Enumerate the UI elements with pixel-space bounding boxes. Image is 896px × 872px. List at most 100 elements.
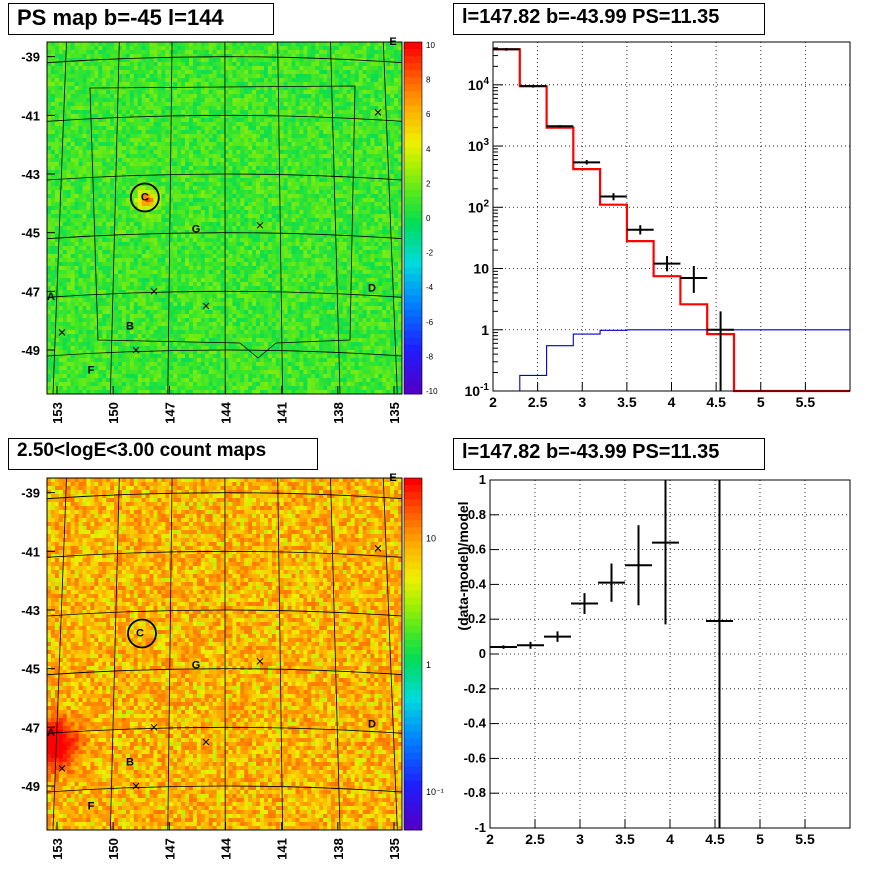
- heat-cell: [287, 234, 292, 239]
- heat-cell: [58, 94, 64, 99]
- heat-cell: [386, 182, 391, 187]
- heat-cell: [394, 90, 399, 95]
- heat-cell: [256, 238, 261, 243]
- heat-cell: [47, 126, 52, 131]
- heat-cell: [153, 130, 158, 135]
- heat-cell: [189, 86, 194, 91]
- heat-cell: [62, 46, 68, 51]
- heat-cell: [390, 46, 395, 51]
- heat-cell: [153, 254, 158, 259]
- heat-cell: [307, 230, 312, 235]
- heat-cell: [82, 146, 87, 151]
- heat-cell: [169, 138, 174, 143]
- heat-cell: [189, 142, 194, 147]
- heat-cell: [299, 238, 304, 243]
- heat-cell: [287, 254, 292, 259]
- heat-cell: [118, 58, 123, 63]
- heat-cell: [141, 98, 147, 103]
- heat-cell: [196, 182, 202, 187]
- heat-cell: [118, 242, 123, 247]
- heat-cell: [66, 62, 72, 67]
- heat-cell: [216, 54, 221, 59]
- heat-cell: [169, 158, 174, 163]
- heat-cell: [220, 142, 225, 147]
- heat-cell: [161, 66, 166, 71]
- heat-cell: [133, 86, 139, 91]
- heat-cell: [177, 102, 182, 107]
- heat-cell: [161, 166, 166, 171]
- heat-cell: [299, 82, 304, 87]
- heat-cell: [232, 174, 237, 179]
- heat-cell: [346, 186, 352, 191]
- heat-cell: [157, 162, 162, 167]
- heat-cell: [82, 122, 87, 127]
- heat-cell: [315, 70, 320, 75]
- heat-cell: [212, 174, 218, 179]
- heat-cell: [248, 146, 253, 151]
- heat-cell: [354, 146, 360, 151]
- heat-cell: [295, 230, 300, 235]
- heat-cell: [137, 126, 143, 131]
- heat-cell: [78, 150, 83, 155]
- heat-cell: [287, 174, 292, 179]
- heat-cell: [212, 230, 218, 235]
- heat-cell: [307, 98, 312, 103]
- heat-cell: [252, 54, 257, 59]
- heat-cell: [291, 134, 296, 139]
- heat-cell: [370, 46, 375, 51]
- heat-cell: [137, 174, 143, 179]
- heat-cell: [334, 74, 340, 79]
- heat-cell: [157, 86, 162, 91]
- heat-cell: [204, 142, 210, 147]
- heat-cell: [86, 186, 91, 191]
- heat-cell: [220, 238, 225, 243]
- heat-cell: [378, 114, 383, 119]
- heat-cell: [161, 74, 166, 79]
- heat-cell: [62, 66, 68, 71]
- heat-cell: [334, 62, 340, 67]
- heat-cell: [311, 146, 316, 151]
- heat-cell: [224, 106, 229, 111]
- heat-cell: [354, 118, 360, 123]
- heat-cell: [327, 202, 332, 207]
- heat-cell: [66, 258, 72, 263]
- heat-cell: [82, 214, 87, 219]
- heat-cell: [177, 246, 182, 251]
- heat-cell: [260, 194, 265, 199]
- heat-cell: [173, 102, 178, 107]
- heat-cell: [78, 234, 83, 239]
- heat-cell: [129, 170, 135, 175]
- heat-cell: [382, 110, 387, 115]
- heat-cell: [260, 182, 265, 187]
- heat-cell: [323, 142, 328, 147]
- heat-cell: [378, 82, 383, 87]
- heat-cell: [279, 222, 285, 227]
- heat-cell: [181, 194, 186, 199]
- heat-cell: [212, 262, 218, 267]
- heat-cell: [232, 234, 237, 239]
- heat-cell: [189, 226, 194, 231]
- heat-cell: [129, 70, 135, 75]
- heat-cell: [390, 66, 395, 71]
- heat-cell: [173, 222, 178, 227]
- heat-cell: [240, 174, 245, 179]
- heat-cell: [248, 58, 253, 63]
- heat-cell: [346, 162, 352, 167]
- heat-cell: [350, 130, 356, 135]
- heat-cell: [303, 250, 308, 255]
- heat-cell: [240, 154, 245, 159]
- heat-cell: [267, 146, 273, 151]
- heat-cell: [161, 238, 166, 243]
- heat-cell: [58, 238, 64, 243]
- heat-cell: [323, 230, 328, 235]
- heat-cell: [327, 70, 332, 75]
- heat-cell: [50, 198, 56, 203]
- heat-cell: [346, 114, 352, 119]
- heat-cell: [114, 54, 119, 59]
- heat-cell: [50, 242, 56, 247]
- heat-cell: [208, 50, 214, 55]
- heat-cell: [366, 78, 371, 83]
- heat-cell: [390, 218, 395, 223]
- heat-cell: [386, 186, 391, 191]
- heat-cell: [153, 258, 158, 263]
